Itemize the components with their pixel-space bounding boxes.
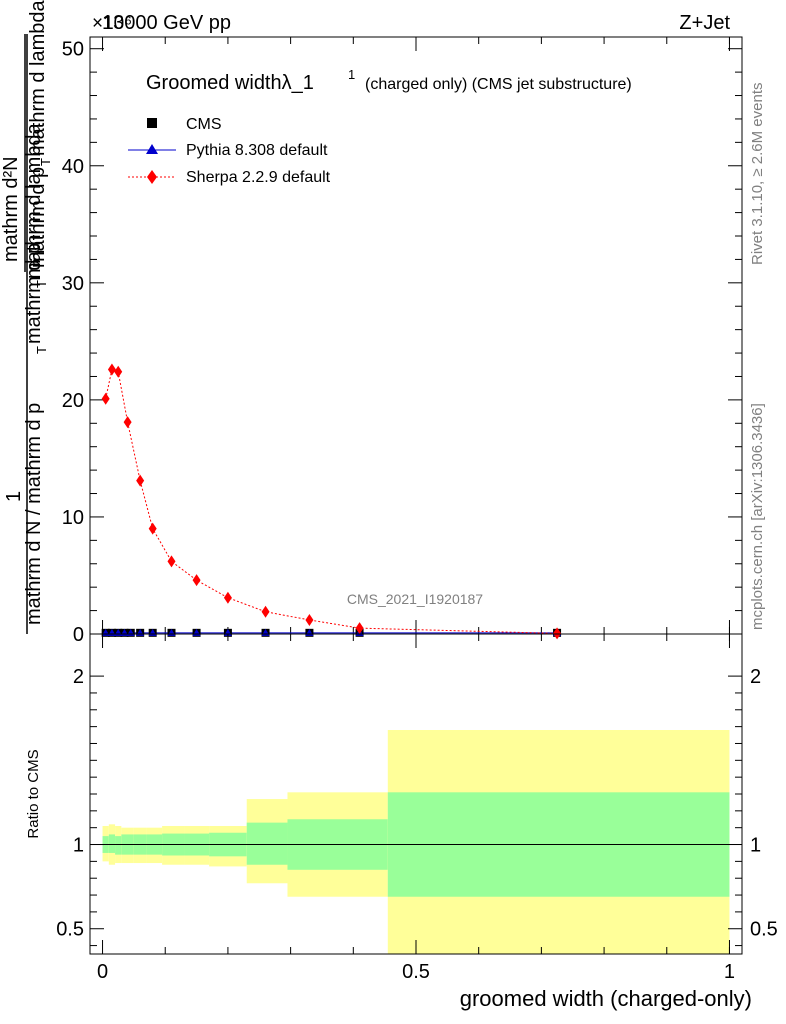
ratio-y-tick-label: 2 [73,666,84,688]
header-energy: 13000 GeV pp [102,12,231,34]
ylabel-denominator-sub1: T [34,346,49,354]
ylabel-inner-den2: mathrm d lambda [27,0,49,156]
exponent-label: ×10⁶ [92,13,132,34]
main-series [101,363,562,640]
x-axis-label: groomed width (charged-only) [460,986,752,1011]
main-y-label: 1 mathrm d N / mathrm d p T mathrm d p T… [3,34,49,634]
main-panel: 0 10 20 30 40 50 CMS_2021_I1920187 Groomed wi… [62,36,743,646]
ylabel-inner-sub: T [38,158,53,166]
main-y-tick-label: 10 [62,507,84,529]
ratio-y-tick-label: 1 [73,835,84,857]
sherpa-point [101,392,110,405]
ratio-inner-band [246,822,288,865]
ylabel-denominator-mid: mathrm d p [23,243,45,344]
legend-label-pythia: Pythia 8.308 default [186,142,328,159]
sherpa-point [123,416,132,429]
ratio-y-tick-label-right: 0.5 [750,919,778,941]
ratio-inner-band [108,834,116,853]
ratio-y-tick-label-right: 2 [750,666,761,688]
main-y-tick-label: 20 [62,390,84,412]
ylabel-one: 1 [3,491,25,502]
sherpa-point [261,605,270,618]
main-y-tick-label: 30 [62,273,84,295]
plot-title: Groomed widthλ_1 1 (charged only) (CMS j… [146,67,632,94]
header-process: Z+Jet [679,12,730,34]
sherpa-point [192,574,201,587]
main-y-axis: 0 10 20 30 40 50 [62,37,742,646]
ratio-x-tick-label: 0 [97,961,108,983]
analysis-watermark: CMS_2021_I1920187 [347,591,483,607]
main-y-tick-label: 0 [73,624,84,646]
sherpa-point [305,613,314,626]
main-y-tick-label: 50 [62,39,84,61]
sherpa-point [167,555,176,568]
ylabel-numerator: mathrm d²N [0,156,22,262]
title-main: Groomed widthλ_1 [146,72,314,94]
ratio-panel: 0.5 0.51 12 2 0 0.5 1 [56,633,778,983]
ratio-y-axis: 0.5 0.5 1 1 2 2 [56,666,778,947]
mcplots-label: mcplots.cern.ch [arXiv:1306.3436] [749,403,766,630]
ylabel-denominator-end: mathrm d lambda [23,123,45,279]
main-y-label-upper: mathrm d²N mathrm d p T mathrm d lambda [0,0,53,272]
ratio-y-tick-label: 0.5 [56,919,84,941]
ratio-x-tick-label: 1 [724,961,735,983]
legend-label-sherpa: Sherpa 2.2.9 default [186,169,331,186]
sherpa-point [223,591,232,604]
sherpa-point [107,363,116,376]
sherpa-point [114,365,123,378]
legend-marker-cms [147,118,157,128]
ratio-y-tick-label-right: 1 [750,835,761,857]
sherpa-point [355,622,364,635]
main-y-tick-label: 40 [62,156,84,178]
sherpa-point [136,474,145,487]
legend-label-cms: CMS [186,116,222,133]
ratio-bands [102,730,730,954]
ratio-x-axis: 0 0.5 1 [97,634,735,983]
legend-marker-pythia [146,144,158,154]
legend: CMS Pythia 8.308 default Sherpa 2.2.9 de… [128,116,331,186]
sherpa-point [553,627,562,640]
ratio-x-tick-label: 0.5 [402,961,430,983]
ratio-y-label: Ratio to CMS [25,749,42,838]
ratio-inner-band [115,836,122,855]
sherpa-line [105,368,558,634]
legend-marker-sherpa [147,170,157,184]
title-superscript: 1 [348,67,355,82]
rivet-label: Rivet 3.1.10, ≥ 2.6M events [749,83,766,266]
ylabel-inner-den1: mathrm d p [27,167,49,268]
ylabel-denominator-sub2: T [34,280,49,288]
title-suffix: (charged only) (CMS jet substructure) [365,76,632,93]
sherpa-point [148,522,157,535]
ylabel-denominator-start: mathrm d N / mathrm d p [23,403,45,625]
